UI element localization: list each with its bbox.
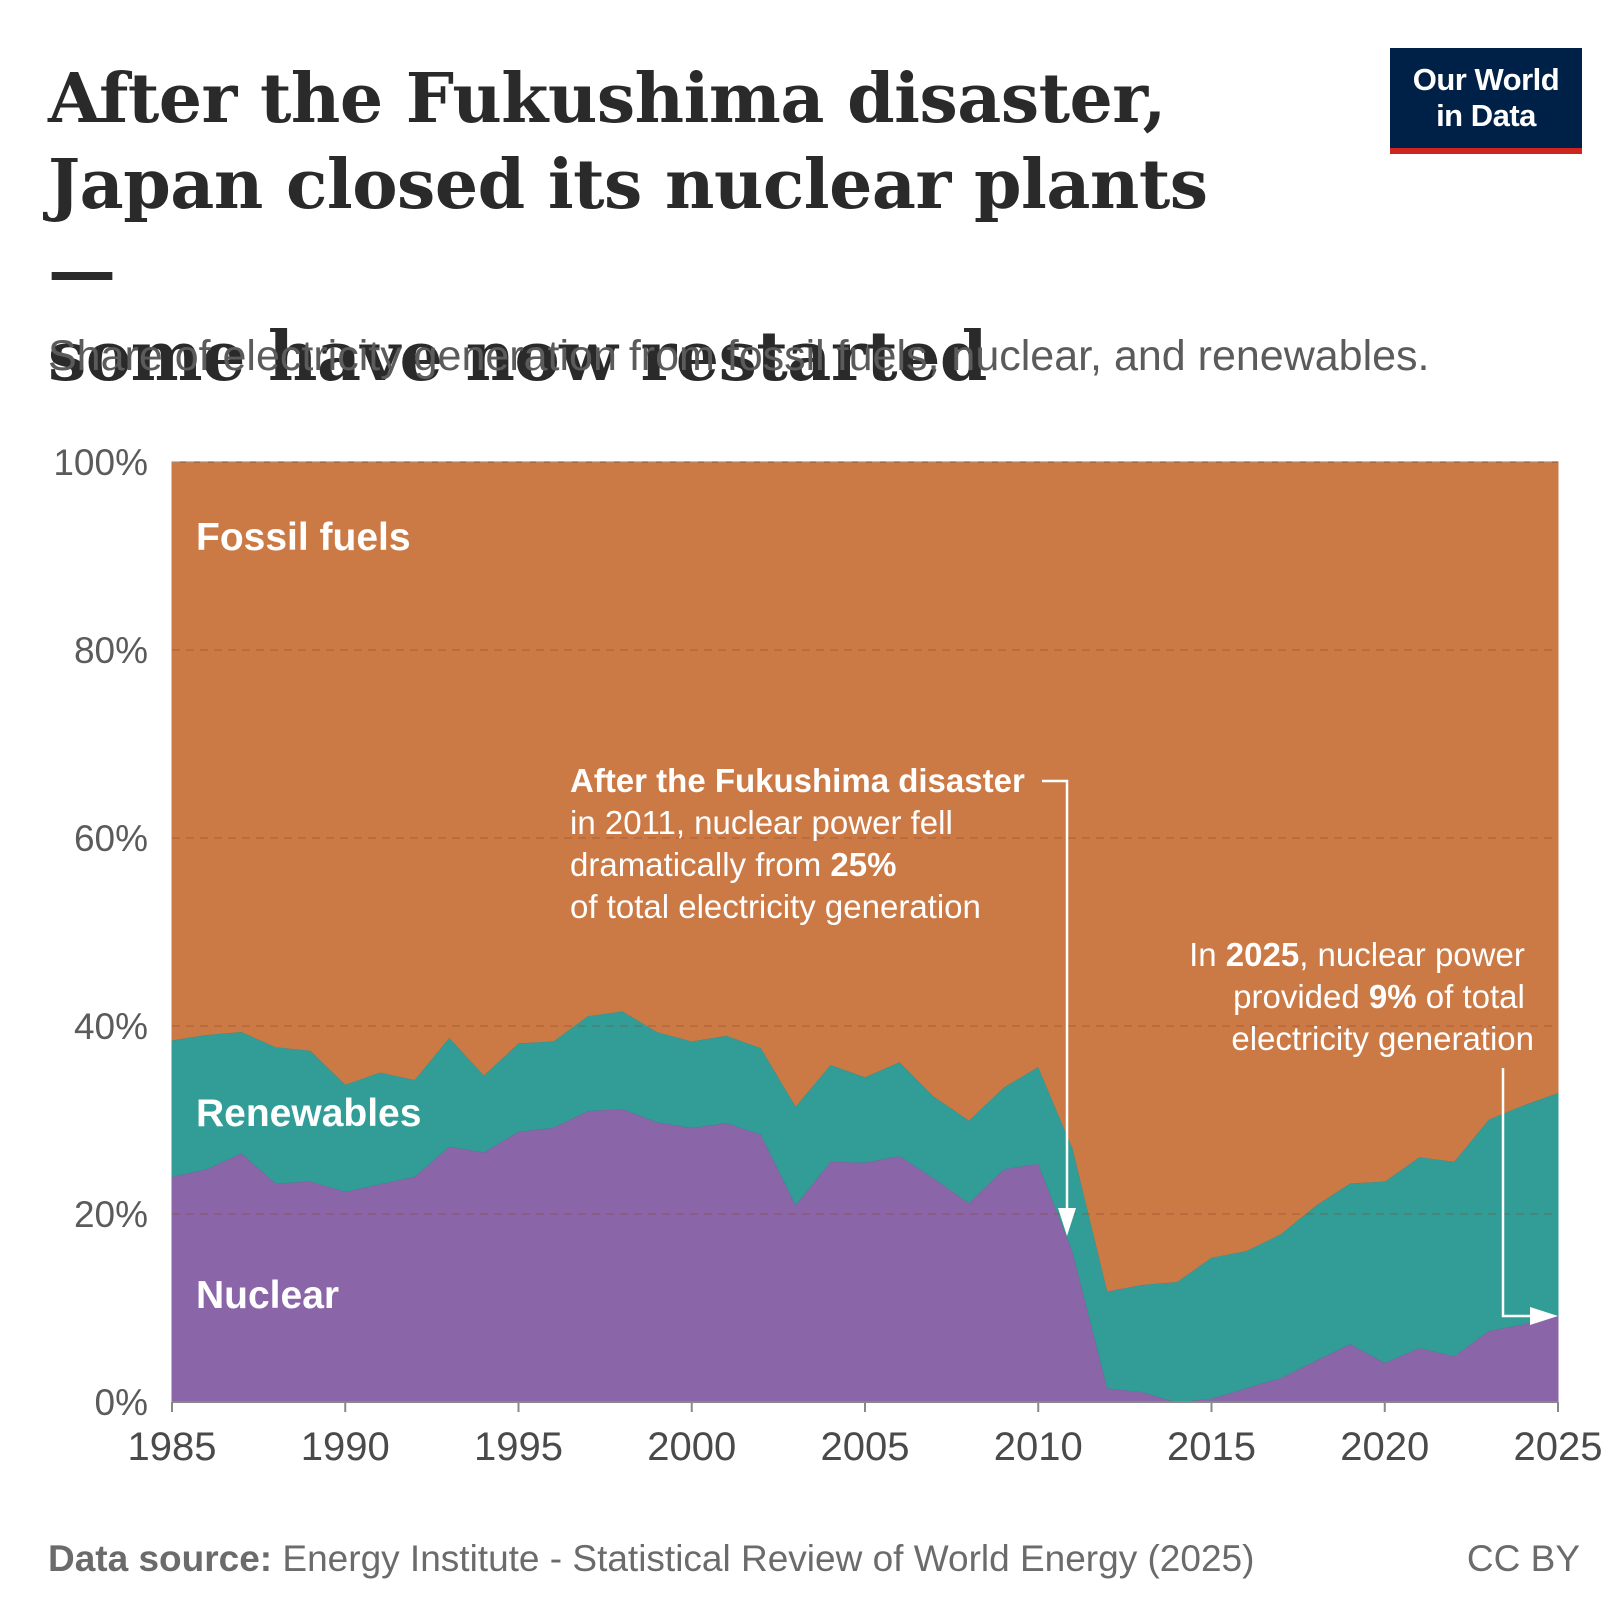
- annotation-2025-line-2a: provided: [1233, 978, 1369, 1015]
- series-label-nuclear: Nuclear: [196, 1274, 339, 1317]
- license[interactable]: CC BY: [1466, 1538, 1580, 1579]
- annotation-2025-line-2b: 9%: [1369, 978, 1417, 1015]
- title-line-2: Japan closed its nuclear plants —: [48, 145, 1208, 311]
- y-tick-label: 60%: [74, 818, 148, 859]
- chart-title: After the Fukushima disaster, Japan clos…: [48, 56, 1268, 400]
- chart-subtitle: Share of electricity generation from fos…: [48, 332, 1430, 380]
- stacked-area-chart: 0% 20% 40% 60% 80% 100% 1985 1990 1995 2000 2005 2…: [53, 442, 1603, 1469]
- owid-logo[interactable]: Our World in Data: [1390, 48, 1582, 154]
- x-tick-label: 2005: [821, 1425, 910, 1469]
- y-tick-label: 20%: [74, 1194, 148, 1235]
- x-tick-label: 2015: [1167, 1425, 1256, 1469]
- x-tick-label: 2010: [994, 1425, 1083, 1469]
- annotation-fukushima-arrowhead: [1058, 1208, 1076, 1236]
- annotation-fukushima-leader: [1042, 779, 1069, 1212]
- annotation-2025-line-1b: 2025: [1226, 936, 1299, 973]
- x-tick-label: 2020: [1340, 1425, 1429, 1469]
- data-source-text[interactable]: Energy Institute - Statistical Review of…: [282, 1538, 1255, 1579]
- logo-line-2: in Data: [1436, 98, 1536, 133]
- x-axis: 1985 1990 1995 2000 2005 2010 2015 2020 2025: [128, 1401, 1603, 1469]
- series-label-renewables: Renewables: [196, 1092, 421, 1135]
- x-tick-label: 2025: [1514, 1425, 1603, 1469]
- series-labels: Fossil fuels Renewables Nuclear: [196, 516, 421, 1317]
- logo-line-1: Our World: [1412, 62, 1560, 97]
- annotation-2025-line-1c: , nuclear power: [1299, 936, 1525, 973]
- y-tick-label: 80%: [74, 630, 148, 671]
- annotation-fukushima-line-3a: dramatically from: [570, 846, 830, 883]
- y-tick-label: 100%: [53, 442, 148, 483]
- annotation-2025-leader: [1501, 1068, 1534, 1318]
- annotations: After the Fukushima disaster in 2011, nu…: [570, 762, 1558, 1325]
- annotation-fukushima-line-3b: 25%: [830, 846, 896, 883]
- gridlines: [172, 461, 1558, 1215]
- y-tick-label: 40%: [74, 1006, 148, 1047]
- y-tick-label: 0%: [95, 1382, 148, 1423]
- annotation-2025-line-1a: In: [1189, 936, 1226, 973]
- data-source: Data source: Energy Institute - Statisti…: [48, 1538, 1254, 1580]
- annotation-fukushima-line-1: After the Fukushima disaster: [570, 762, 1025, 799]
- series-label-fossil-fuels: Fossil fuels: [196, 516, 411, 559]
- x-tick-label: 2000: [647, 1425, 736, 1469]
- x-tick-label: 1995: [474, 1425, 563, 1469]
- y-axis: 0% 20% 40% 60% 80% 100%: [53, 442, 148, 1423]
- x-tick-label: 1990: [301, 1425, 390, 1469]
- annotation-2025-arrowhead: [1530, 1307, 1558, 1325]
- area-layer: [171, 461, 1559, 1403]
- title-line-3: some have now restarted: [48, 317, 987, 397]
- annotation-fukushima-line-4: of total electricity generation: [570, 888, 981, 925]
- x-tick-label: 1985: [128, 1425, 217, 1469]
- title-line-1: After the Fukushima disaster,: [48, 59, 1166, 139]
- area-fossil-fuels: [171, 461, 1559, 1292]
- annotation-fukushima: After the Fukushima disaster in 2011, nu…: [570, 762, 1034, 925]
- data-source-label: Data source:: [48, 1538, 273, 1579]
- annotation-2025-line-2c: of total: [1417, 978, 1525, 1015]
- annotation-2025-line-3: electricity generation: [1231, 1020, 1534, 1057]
- annotation-2025: In 2025, nuclear power provided 9% of to…: [1189, 936, 1534, 1057]
- annotation-fukushima-line-2: in 2011, nuclear power fell: [570, 804, 953, 841]
